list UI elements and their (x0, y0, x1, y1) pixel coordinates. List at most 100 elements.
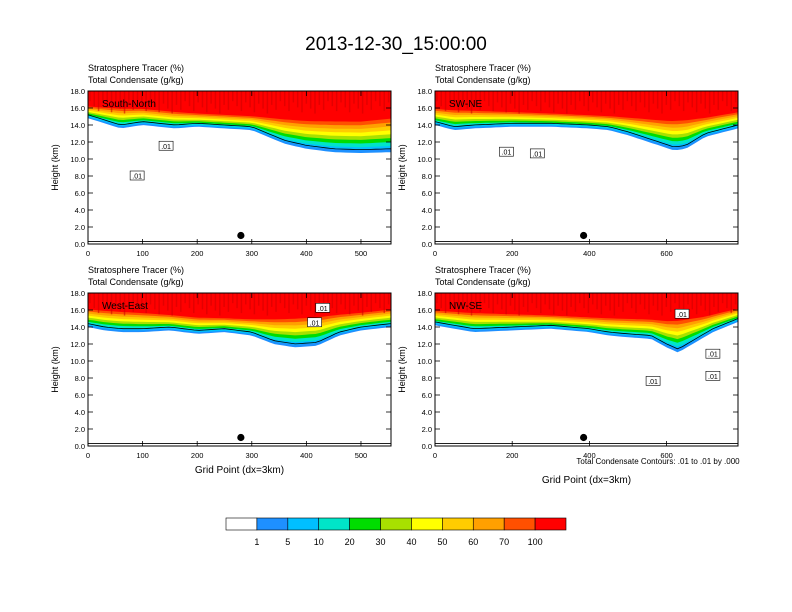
tracer-streak (492, 91, 494, 112)
tracer-streak (687, 91, 689, 103)
tracer-streak (236, 293, 238, 309)
colorbar-swatch (472, 517, 505, 531)
y-tick-label: 8.0 (75, 374, 85, 383)
tracer-streak (436, 91, 438, 102)
location-marker (237, 433, 245, 442)
tracer-streak (136, 91, 139, 102)
y-tick-label: 8.0 (422, 374, 432, 383)
colorbar-label: 100 (528, 537, 543, 547)
contour-label-text: .01 (318, 306, 328, 313)
tracer-streak (561, 91, 564, 109)
plot-frame (87, 292, 392, 447)
condensate-contour (88, 114, 391, 151)
tracer-streak (708, 293, 711, 316)
tracer-streak (561, 293, 564, 311)
tracer-streak (535, 293, 538, 309)
y-tick-label: 4.0 (422, 408, 432, 417)
tracer-streak (240, 293, 243, 314)
tracer-streak (730, 293, 733, 314)
contour-label-text: .01 (708, 374, 718, 381)
contour-label-text: .01 (132, 174, 142, 181)
tracer-streak (132, 293, 134, 312)
contour-label: .01 (129, 170, 145, 181)
contour-label-box (499, 146, 514, 157)
y-tick-label: 6.0 (422, 189, 432, 198)
tracer-streak (357, 91, 360, 109)
tracer-streak (318, 293, 321, 307)
tracer-streak (327, 293, 329, 304)
tracer-streak (266, 91, 269, 114)
y-tick-label: 6.0 (422, 391, 432, 400)
tracer-streak (475, 91, 477, 105)
tracer-streak (587, 91, 590, 112)
tracer-streak (557, 91, 559, 104)
tracer-streak (227, 91, 230, 110)
tracer-field: .01 .01 (435, 91, 738, 244)
x-tick-label: 200 (506, 451, 519, 460)
colorbar-label: 5 (285, 537, 290, 547)
tracer-streak (348, 91, 351, 113)
tracer-streak (661, 91, 663, 114)
tracer-streak (180, 293, 182, 312)
tracer-streak (570, 293, 572, 307)
condensate-contour (435, 121, 738, 148)
tracer-streak (162, 91, 165, 104)
tracer-streak (214, 293, 217, 311)
tracer-streak (296, 293, 299, 310)
contour-label-text: .01 (648, 379, 658, 386)
y-tick-label: 16.0 (70, 104, 85, 113)
tracer-streak (617, 293, 620, 307)
tracer-streak (613, 91, 616, 114)
tracer-streak (687, 293, 689, 305)
tracer-streak (635, 293, 637, 314)
tracer-streak (669, 293, 672, 312)
tracer-streak (115, 293, 117, 306)
panel-sw-ne: .01 .01 SW-NE Stratosphere Tracer (%) Total … (397, 63, 739, 258)
tracer-streak (721, 91, 724, 102)
tracer-streak (97, 293, 100, 314)
tracer-streak (674, 91, 676, 102)
x-axis-label: Grid Point (dx=3km) (195, 465, 284, 476)
tracer-streak (288, 91, 290, 112)
tracer-streak (301, 293, 303, 315)
tracer-streak (730, 91, 733, 112)
tracer-streak (717, 91, 720, 110)
colorbar-swatch (534, 517, 567, 531)
tracer-streak (665, 293, 668, 307)
tracer-streak (639, 91, 642, 103)
tracer-streak (97, 91, 100, 112)
tracer-streak (661, 293, 663, 316)
tracer-streak (678, 91, 681, 107)
tracer-streak (357, 293, 360, 311)
tracer-streak (335, 293, 338, 314)
tracer-streak (501, 91, 503, 108)
tracer-streak (361, 293, 364, 316)
tracer-field: .01 .01 (88, 91, 391, 244)
tracer-streak (106, 293, 108, 310)
tracer-streak (370, 91, 373, 110)
colorbar-swatch (287, 517, 320, 531)
tracer-streak (566, 293, 568, 316)
colorbar-label: 20 (345, 537, 355, 547)
y-tick-label: 14.0 (70, 121, 85, 130)
colorbar-label: 30 (376, 537, 386, 547)
tracer-streak (283, 293, 286, 309)
tracer-streak (674, 293, 676, 304)
tracer-streak (496, 91, 499, 103)
tracer-streak (609, 91, 611, 109)
tracer-streak (613, 293, 616, 316)
tracer-streak (175, 293, 178, 307)
tracer-streak (193, 91, 195, 112)
tracer-streak (704, 293, 707, 311)
tracer-streak (348, 293, 351, 315)
tracer-streak (682, 293, 685, 314)
contour-label: .01 (705, 370, 721, 381)
contour-label-box (674, 308, 690, 319)
contour-label-text: .01 (677, 312, 687, 319)
tracer-streak (270, 293, 273, 307)
x-tick-label: 0 (433, 451, 437, 460)
tracer-streak (509, 91, 512, 104)
tracer-streak (713, 293, 715, 307)
tracer-streak (622, 293, 624, 312)
contour-label-box (315, 302, 331, 313)
